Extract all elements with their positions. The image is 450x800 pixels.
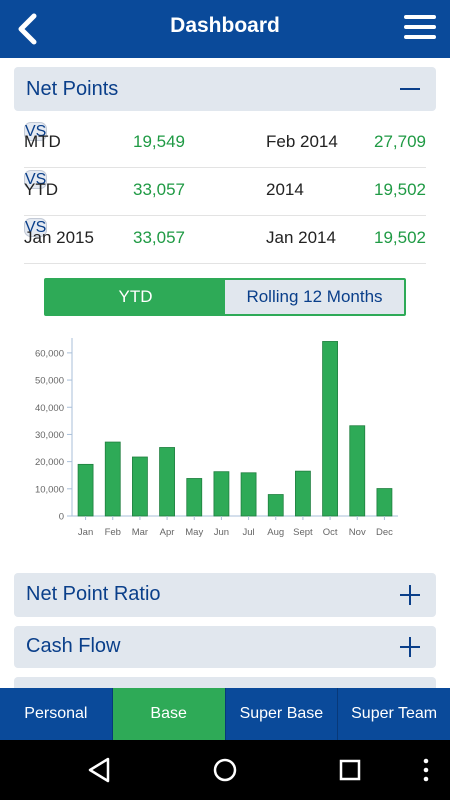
net-points-header[interactable]: Net Points xyxy=(14,67,436,111)
y-tick-label: 0 xyxy=(59,512,64,523)
vs-badge: VS xyxy=(24,170,48,189)
vs-badge: VS xyxy=(24,218,48,237)
bar-mar xyxy=(132,456,148,517)
overflow-dots-icon[interactable] xyxy=(410,754,442,786)
bar-aug xyxy=(267,494,284,517)
compare-value: 19,502 xyxy=(374,180,426,199)
tab-base[interactable]: Base xyxy=(112,688,226,740)
bar-may xyxy=(186,478,203,517)
app-bar: Dashboard xyxy=(0,0,450,58)
x-tick-label: Nov xyxy=(349,527,366,538)
row-value: 33,057 xyxy=(133,180,185,199)
row-label: MTD xyxy=(24,132,61,151)
bar-nov xyxy=(349,425,366,517)
x-tick-label: Mar xyxy=(132,527,148,538)
bar-feb xyxy=(104,441,121,517)
row-label: Jan 2015 xyxy=(24,228,94,247)
x-tick-label: Dec xyxy=(376,527,393,538)
x-tick-label: Jun xyxy=(214,527,229,538)
hamburger-menu-icon[interactable] xyxy=(404,15,438,43)
bar-sept xyxy=(295,470,311,517)
period-segmented-control: YTD Rolling 12 Months xyxy=(44,278,406,316)
recents-square-icon[interactable] xyxy=(334,754,366,786)
compare-label: 2014 xyxy=(266,180,304,199)
tab-super-base[interactable]: Super Base xyxy=(225,688,339,740)
x-tick-label: Sept xyxy=(293,527,313,538)
net-point-ratio-title: Net Point Ratio xyxy=(26,583,161,605)
y-tick-label: 40,000 xyxy=(35,403,64,414)
y-tick-label: 10,000 xyxy=(35,484,64,495)
x-tick-label: Oct xyxy=(323,527,338,538)
tab-personal[interactable]: Personal xyxy=(0,688,113,740)
bottom-tab-bar: Personal Base Super Base Super Team xyxy=(0,688,450,740)
bar-jun xyxy=(213,471,230,517)
system-navigation-bar xyxy=(0,740,450,800)
plus-icon[interactable] xyxy=(398,583,422,607)
tab-super-team[interactable]: Super Team xyxy=(338,688,450,740)
net-points-row-month: Jan 2015 33,057 VS Jan 2014 19,502 xyxy=(24,216,426,264)
x-tick-label: Feb xyxy=(105,527,121,538)
y-tick-label: 50,000 xyxy=(35,376,64,387)
vs-badge: VS xyxy=(24,122,48,141)
chart-svg: 0 10,000 20,000 30,000 40,000 50,000 60,000 Jan… xyxy=(35,338,398,538)
compare-value: 19,502 xyxy=(374,228,426,247)
compare-label: Feb 2014 xyxy=(266,132,338,151)
y-tick-label: 60,000 xyxy=(35,348,64,359)
bar-oct xyxy=(322,341,338,517)
x-tick-label: Jan xyxy=(78,527,93,538)
minus-icon[interactable] xyxy=(398,77,422,101)
segment-ytd[interactable]: YTD xyxy=(46,280,225,314)
bar-dec xyxy=(376,488,393,517)
home-circle-icon[interactable] xyxy=(209,754,241,786)
bar-apr xyxy=(159,447,175,517)
x-tick-label: Jul xyxy=(243,527,255,538)
row-value: 33,057 xyxy=(133,228,185,247)
net-points-row-mtd: MTD 19,549 VS Feb 2014 27,709 xyxy=(24,120,426,168)
segment-rolling-12-months[interactable]: Rolling 12 Months xyxy=(225,280,404,314)
compare-value: 27,709 xyxy=(374,132,426,151)
chevron-left-icon[interactable] xyxy=(8,9,48,49)
net-points-row-ytd: YTD 33,057 VS 2014 19,502 xyxy=(24,168,426,216)
cash-flow-title: Cash Flow xyxy=(26,635,121,657)
page-title: Dashboard xyxy=(170,14,280,37)
next-section-header-partial[interactable] xyxy=(14,677,436,689)
x-tick-label: Aug xyxy=(267,527,284,538)
net-points-title: Net Points xyxy=(26,78,119,100)
x-tick-label: May xyxy=(185,527,203,538)
bar-jan xyxy=(77,463,94,517)
compare-label: Jan 2014 xyxy=(266,228,336,247)
cash-flow-header[interactable]: Cash Flow xyxy=(14,626,436,668)
back-triangle-icon[interactable] xyxy=(84,754,116,786)
y-tick-label: 20,000 xyxy=(35,457,64,468)
plus-icon[interactable] xyxy=(398,635,422,659)
x-tick-label: Apr xyxy=(160,527,175,538)
net-points-bar-chart: 0 10,000 20,000 30,000 40,000 50,000 60,000 Jan… xyxy=(0,335,450,550)
row-value: 19,549 xyxy=(133,132,185,151)
net-point-ratio-header[interactable]: Net Point Ratio xyxy=(14,573,436,617)
y-tick-label: 30,000 xyxy=(35,430,64,441)
bar-jul xyxy=(240,472,257,517)
row-label: YTD xyxy=(24,180,58,199)
